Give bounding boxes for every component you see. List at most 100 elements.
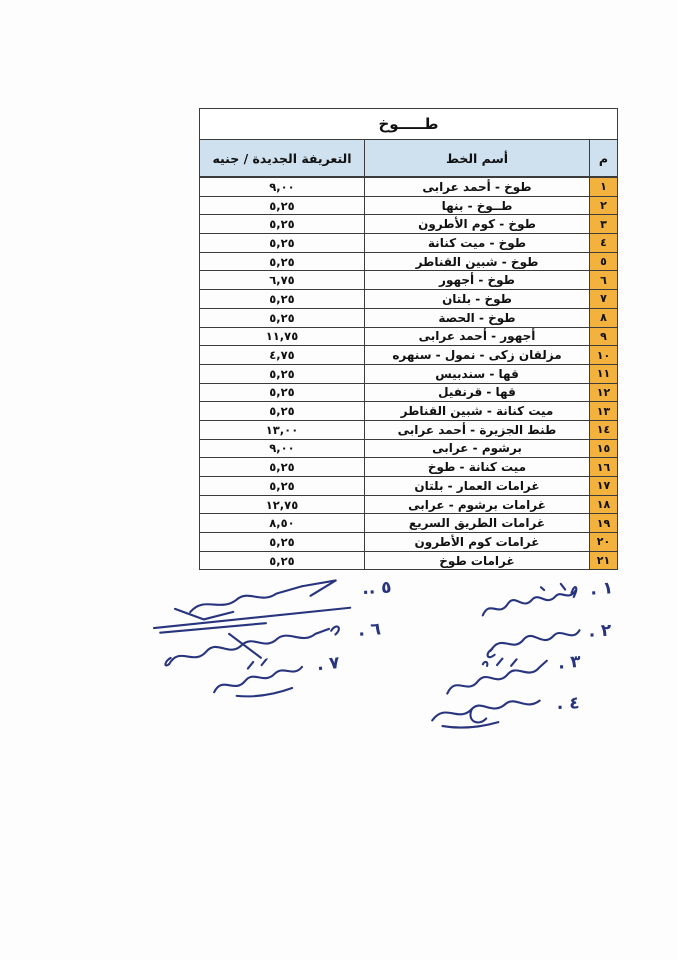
signature-3-number: ٣ . — [557, 651, 582, 674]
table-row: ١١ قها - سندبيس ٥,٢٥ — [198, 363, 618, 384]
row-number: ٥ — [589, 251, 618, 272]
row-number: ٣ — [589, 214, 618, 235]
row-number: ٢١ — [589, 550, 618, 571]
signature-3: ٣ . — [437, 650, 584, 702]
row-number: ٨ — [589, 307, 618, 328]
signature-2: ٢ . — [481, 619, 613, 664]
table-row: ١ طوخ - أحمد عرابى ٩,٠٠ — [198, 176, 618, 197]
table-row: ١٩ غرامات الطريق السريع ٨,٥٠ — [198, 513, 618, 534]
line-name: غرامات العمار - بلتان — [364, 476, 590, 496]
table-row: ٣ طوخ - كوم الأطرون ٥,٢٥ — [198, 214, 618, 235]
tariff-value: ١١,٧٥ — [198, 326, 366, 347]
line-name: طوخ - ميت كنانة — [364, 233, 590, 253]
table-row: ٨ طوخ - الحصة ٥,٢٥ — [198, 307, 618, 328]
line-name: طوخ - أجهور — [364, 270, 590, 291]
table-title-row: طـــــوخ — [198, 108, 619, 140]
signature-1: ١ . — [475, 576, 615, 628]
tariff-value: ٥,٢٥ — [198, 289, 366, 309]
row-number: ٦ — [589, 270, 618, 291]
line-name: طــوخ - بنها — [364, 195, 590, 216]
table-row: ٦ طوخ - أجهور ٦,٧٥ — [198, 270, 618, 291]
signature-3-scribble-icon — [446, 657, 548, 695]
tariff-value: ٥,٢٥ — [198, 233, 366, 253]
row-number: ١٤ — [589, 419, 618, 440]
tariff-value: ٩,٠٠ — [198, 176, 366, 197]
header-row-number: م — [589, 139, 618, 178]
row-number: ١٧ — [589, 476, 618, 496]
tariff-value: ٥,٢٥ — [198, 251, 366, 272]
line-name: ميت كنانة - شبين القناطر — [364, 401, 590, 421]
signature-6-scribble-icon — [164, 625, 340, 667]
table-row: ١٤ طنط الجزيرة - أحمد عرابى ١٣,٠٠ — [198, 419, 618, 440]
line-name: قها - سندبيس — [364, 363, 590, 384]
signature-6: ٦ . — [159, 617, 383, 672]
header-line-name: أسم الخط — [364, 139, 590, 178]
table-row: ١٦ ميت كنانة - طوخ ٥,٢٥ — [198, 457, 618, 477]
table-row: ١٧ غرامات العمار - بلتان ٥,٢٥ — [198, 476, 618, 496]
table-row: ٢ طــوخ - بنها ٥,٢٥ — [198, 195, 618, 216]
signature-4-number: ٤ . — [556, 693, 580, 715]
table-row: ٢١ غرامات طوخ ٥,٢٥ — [198, 550, 618, 571]
tariff-value: ٥,٢٥ — [198, 401, 366, 421]
table-row: ٤ طوخ - ميت كنانة ٥,٢٥ — [198, 233, 618, 253]
table-row: ١٨ غرامات برشوم - عرابى ١٢,٧٥ — [198, 494, 618, 515]
tariff-value: ٥,٢٥ — [198, 457, 366, 477]
signature-7-scribble-icon — [213, 657, 304, 698]
line-name: طوخ - بلتان — [364, 289, 590, 309]
line-name: قها - قرنفيل — [364, 382, 590, 403]
tariff-value: ١٣,٠٠ — [198, 419, 366, 440]
signature-1-number: ١ . — [589, 578, 614, 600]
row-number: ١٠ — [589, 345, 618, 365]
line-name: طوخ - شبين القناطر — [364, 251, 590, 272]
table-row: ١٣ ميت كنانة - شبين القناطر ٥,٢٥ — [198, 401, 618, 421]
table-row: ٢٠ غرامات كوم الأطرون ٥,٢٥ — [198, 532, 618, 552]
signature-1-scribble-icon — [481, 582, 578, 617]
signature-4: ٤ . — [421, 691, 580, 732]
row-number: ١٦ — [589, 457, 618, 477]
row-number: ١٥ — [589, 438, 618, 459]
table-row: ٩ أجهور - أحمد عرابى ١١,٧٥ — [198, 326, 618, 347]
row-number: ٧ — [589, 289, 618, 309]
tariff-table-body: ١ طوخ - أحمد عرابى ٩,٠٠ ٢ طــوخ - بنها ٥,٢٥ ٣ ط… — [198, 176, 618, 571]
table-header-row: م أسم الخط التعريفة الجديدة / جنيه — [198, 139, 618, 178]
tariff-value: ٥,٢٥ — [198, 476, 366, 496]
line-name: غرامات برشوم - عرابى — [364, 494, 590, 515]
line-name: طوخ - الحصة — [364, 307, 590, 328]
line-name: ميت كنانة - طوخ — [364, 457, 590, 477]
line-name: غرامات كوم الأطرون — [364, 532, 590, 552]
tariff-value: ٥,٢٥ — [198, 214, 366, 235]
row-number: ٩ — [589, 326, 618, 347]
table-row: ٥ طوخ - شبين القناطر ٥,٢٥ — [198, 251, 618, 272]
table-row: ٧ طوخ - بلتان ٥,٢٥ — [198, 289, 618, 309]
tariff-table: طـــــوخ م أسم الخط التعريفة الجديدة / ج… — [198, 108, 619, 571]
tariff-value: ٤,٧٥ — [198, 345, 366, 365]
line-name: برشوم - عرابى — [364, 438, 590, 459]
signature-5-scribble-icon — [152, 579, 352, 634]
page-title: طـــــوخ — [198, 108, 619, 140]
signature-7-number: ٧ . — [315, 653, 341, 676]
line-name: طوخ - أحمد عرابى — [364, 176, 590, 197]
row-number: ١١ — [589, 363, 618, 384]
line-name: طنط الجزيرة - أحمد عرابى — [364, 419, 590, 440]
line-name: غرامات طوخ — [364, 550, 590, 571]
signature-5-number: ٥ .. — [361, 577, 392, 600]
row-number: ١٣ — [589, 401, 618, 421]
table-row: ١٠ مزلقان زكى - نمول - سنهره ٤,٧٥ — [198, 345, 618, 365]
signature-6-number: ٦ . — [357, 619, 382, 641]
tariff-value: ٥,٢٥ — [198, 532, 366, 552]
signature-2-scribble-icon — [486, 629, 581, 659]
line-name: أجهور - أحمد عرابى — [364, 326, 590, 347]
line-name: طوخ - كوم الأطرون — [364, 214, 590, 235]
tariff-value: ٨,٥٠ — [198, 513, 366, 534]
signature-7: ٧ . — [203, 651, 342, 705]
tariff-value: ٥,٢٥ — [198, 550, 366, 571]
signature-2-number: ٢ . — [588, 620, 612, 642]
line-name: مزلقان زكى - نمول - سنهره — [364, 345, 590, 365]
row-number: ١٢ — [589, 382, 618, 403]
row-number: ٢٠ — [589, 532, 618, 552]
tariff-value: ٦,٧٥ — [198, 270, 366, 291]
row-number: ٤ — [589, 233, 618, 253]
table-row: ١٢ قها - قرنفيل ٥,٢٥ — [198, 382, 618, 403]
tariff-value: ١٢,٧٥ — [198, 494, 366, 515]
